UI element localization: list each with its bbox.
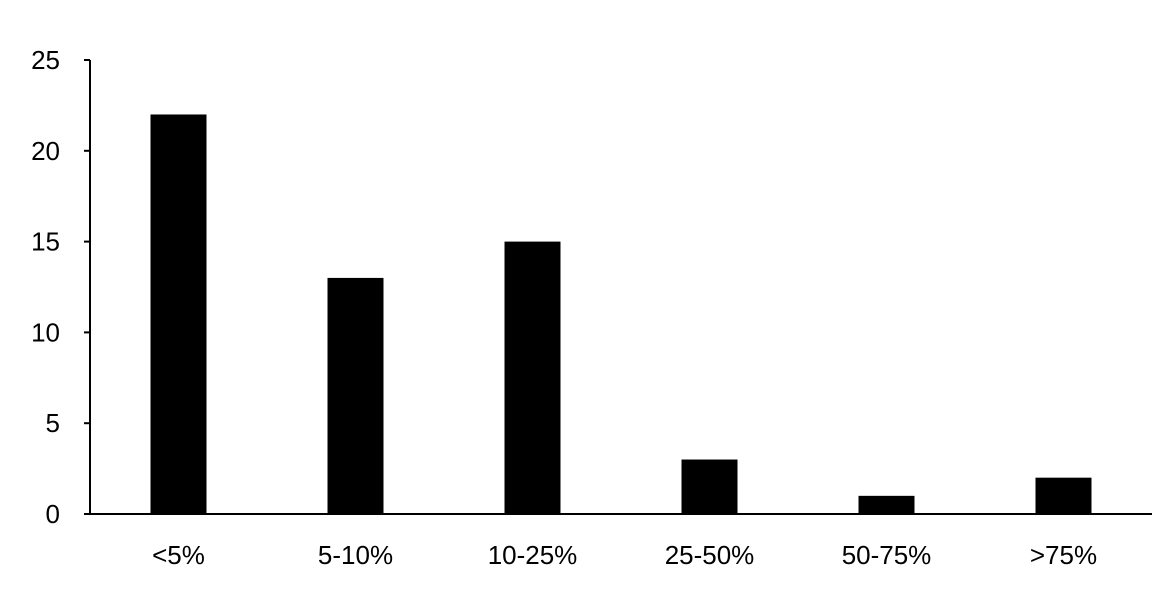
x-tick-label: 10-25%: [488, 540, 578, 570]
x-tick-label: 25-50%: [665, 540, 755, 570]
bar: [858, 495, 915, 514]
bars: [150, 114, 1092, 514]
x-tick-label: 50-75%: [842, 540, 932, 570]
bar: [327, 277, 384, 514]
y-axis: 0 5 10 15 20 25: [31, 45, 91, 529]
x-axis: <5% 5-10% 10-25% 25-50% 50-75% >75%: [90, 513, 1152, 570]
y-tick-label: 5: [46, 408, 60, 438]
bar: [504, 241, 561, 514]
x-tick-label: >75%: [1030, 540, 1097, 570]
y-tick-label: 25: [31, 45, 60, 75]
bar: [681, 459, 738, 514]
y-tick-label: 0: [46, 499, 60, 529]
y-tick-label: 10: [31, 317, 60, 347]
x-tick-label: 5-10%: [318, 540, 393, 570]
y-tick-label: 20: [31, 136, 60, 166]
y-tick-label: 15: [31, 227, 60, 257]
bar: [1035, 477, 1092, 514]
bar: [150, 114, 207, 514]
x-tick-label: <5%: [152, 540, 205, 570]
